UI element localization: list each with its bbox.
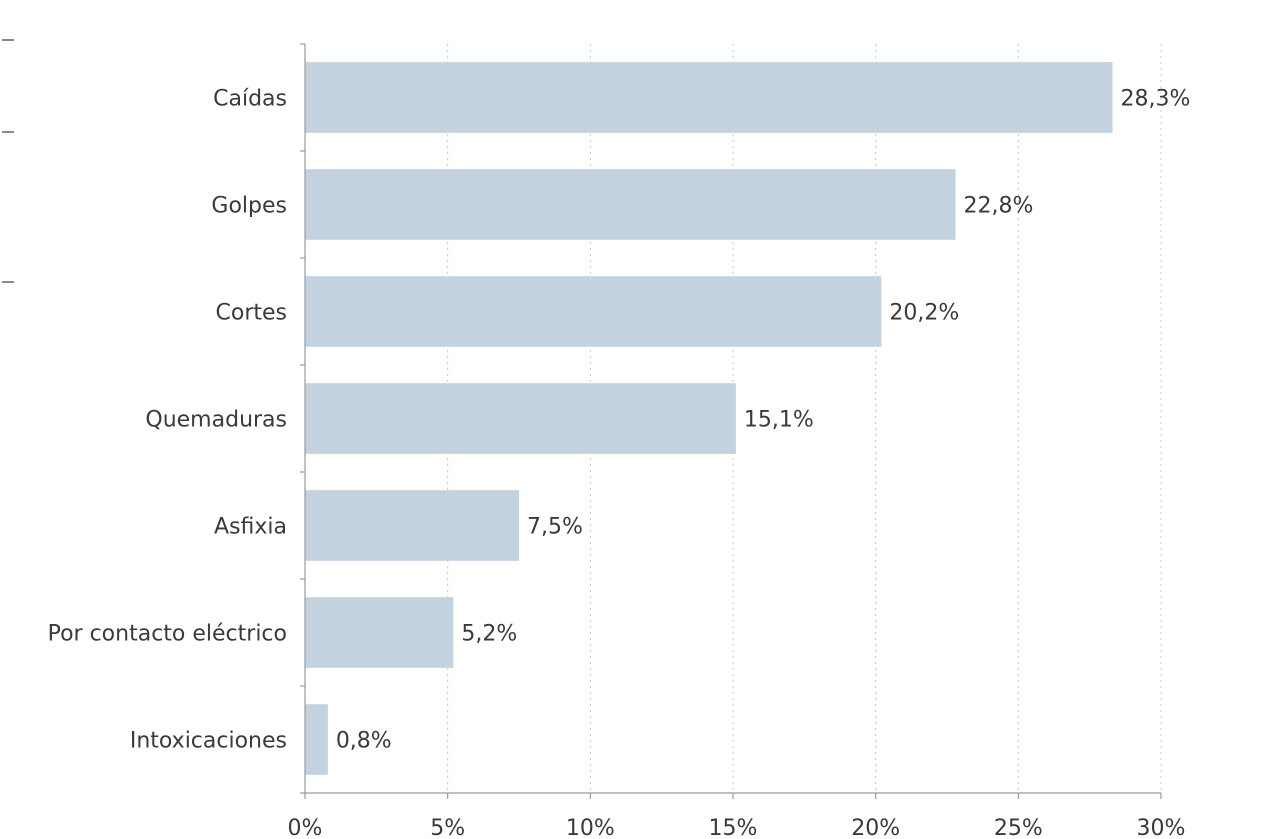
value-label-2: 20,2% xyxy=(889,301,959,326)
bar-3 xyxy=(305,383,736,454)
x-tick-label-30: 30% xyxy=(1137,816,1186,839)
bar-2 xyxy=(305,276,882,347)
value-label-0: 28,3% xyxy=(1120,87,1190,112)
axis-layer xyxy=(300,43,1162,799)
grid-layer xyxy=(447,44,1162,793)
left-edge-marks xyxy=(2,39,14,283)
x-tick-label-5: 5% xyxy=(430,816,465,839)
x-tick-label-10: 10% xyxy=(566,816,615,839)
x-tick-label-0: 0% xyxy=(288,816,323,839)
category-label-5: Por contacto eléctrico xyxy=(48,622,287,647)
value-label-6: 0,8% xyxy=(336,729,392,754)
category-label-0: Caídas xyxy=(213,87,287,112)
category-label-2: Cortes xyxy=(216,301,288,326)
category-label-3: Quemaduras xyxy=(145,408,287,433)
category-label-4: Asfixia xyxy=(214,515,287,540)
bar-4 xyxy=(305,490,519,561)
x-tick-label-15: 15% xyxy=(709,816,758,839)
value-label-1: 22,8% xyxy=(964,194,1034,219)
bars-layer xyxy=(305,62,1113,775)
value-label-5: 5,2% xyxy=(461,622,517,647)
value-label-4: 7,5% xyxy=(527,515,583,540)
category-label-6: Intoxicaciones xyxy=(130,729,287,754)
value-label-3: 15,1% xyxy=(744,408,814,433)
labels-layer: 0% 5% 10% 15% 20% 25% 30% Caídas 28,3% Golpes 22,8… xyxy=(48,87,1191,839)
x-tick-label-20: 20% xyxy=(851,816,900,839)
category-label-1: Golpes xyxy=(211,194,287,219)
bar-0 xyxy=(305,62,1113,133)
bar-5 xyxy=(305,597,454,668)
x-tick-label-25: 25% xyxy=(994,816,1043,839)
bar-6 xyxy=(305,704,328,775)
bar-1 xyxy=(305,169,956,240)
